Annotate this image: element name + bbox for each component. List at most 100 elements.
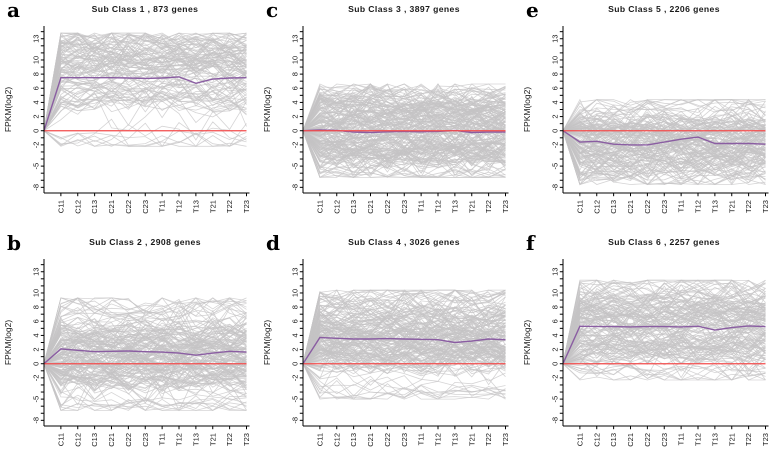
y-tick-label: 10 <box>551 289 560 297</box>
x-tick-label: C11 <box>575 200 584 213</box>
x-tick-label: T22 <box>225 433 234 446</box>
y-tick-label: 0 <box>291 362 300 366</box>
x-tick-label: C23 <box>400 433 409 447</box>
y-tick-labels: 13 10 8 6 4 2 0 -2 -5 -8 <box>32 268 41 424</box>
x-tick-labels: C11 C12 C13 C21 C22 C23 T11 T12 T13 T21 T22 T23 <box>575 200 770 214</box>
x-tick-label: T22 <box>744 200 753 213</box>
plot-subclass-6: 13 10 8 6 4 2 0 -2 -5 -8 C11 C12 C13 C21 C22 C23 T11 T12 T… <box>522 259 770 447</box>
x-tick-label: T23 <box>501 433 510 446</box>
y-tick-label: -5 <box>32 163 41 170</box>
y-tick-label: -8 <box>291 184 300 191</box>
y-tick-label: 10 <box>551 56 560 64</box>
y-tick-label: -2 <box>551 142 560 149</box>
y-tick-label: -8 <box>32 184 41 191</box>
x-tick-label: C21 <box>626 433 635 447</box>
panel-letter-b: b <box>7 231 21 255</box>
y-axis-label: FPKM(log2) <box>262 320 272 366</box>
x-tick-label: C13 <box>349 433 358 447</box>
x-tick-label: T12 <box>434 433 443 446</box>
panel-title-subclass-3: Sub Class 3 , 3897 genes <box>348 4 460 14</box>
panel-title-subclass-4: Sub Class 4 , 3026 genes <box>348 237 460 247</box>
x-tick-label: C11 <box>56 200 65 213</box>
x-tick-label: T13 <box>450 200 459 213</box>
x-tick-label: T22 <box>484 200 493 213</box>
y-tick-label: 8 <box>291 72 300 76</box>
y-axis-label: FPKM(log2) <box>3 320 13 366</box>
y-tick-label: 10 <box>291 289 300 297</box>
x-tick-labels: C11 C12 C13 C21 C22 C23 T11 T12 T13 T21 T22 T23 <box>315 433 510 447</box>
mean-expression-line <box>562 130 766 146</box>
axes <box>559 259 769 430</box>
y-tick-label: 8 <box>32 72 41 76</box>
panel-e: e Sub Class 5 , 2206 genes 13 10 8 6 4 2 0 -2 -5… <box>519 0 778 233</box>
x-tick-label: T12 <box>175 433 184 446</box>
panel-a: a Sub Class 1 , 873 genes 13 10 8 6 4 2 0 -2 -5 -… <box>0 0 259 233</box>
panel-f: f Sub Class 6 , 2257 genes 13 10 8 6 4 2 0 -2 -5… <box>519 231 778 466</box>
x-tick-label: T23 <box>501 200 510 213</box>
y-tick-label: 8 <box>291 305 300 309</box>
y-tick-label: 4 <box>291 100 300 104</box>
y-tick-label: -2 <box>32 142 41 149</box>
axes <box>40 259 250 430</box>
y-tick-labels: 13 10 8 6 4 2 0 -2 -5 -8 <box>291 35 300 191</box>
y-tick-label: 10 <box>291 56 300 64</box>
x-tick-label: T13 <box>191 433 200 446</box>
y-tick-label: 8 <box>32 305 41 309</box>
x-tick-label: C22 <box>643 433 652 447</box>
gene-lines <box>562 98 766 186</box>
x-tick-label: C23 <box>660 200 669 214</box>
y-tick-label: 6 <box>551 86 560 90</box>
x-tick-label: C13 <box>90 433 99 447</box>
x-tick-label: T21 <box>208 433 217 446</box>
x-tick-label: C22 <box>643 200 652 214</box>
x-tick-label: T13 <box>450 433 459 446</box>
y-tick-label: -2 <box>291 142 300 149</box>
y-tick-label: 13 <box>32 35 41 43</box>
y-tick-label: 2 <box>551 114 560 118</box>
x-tick-label: C23 <box>400 200 409 214</box>
x-tick-label: C12 <box>592 200 601 214</box>
plot-subclass-4: 13 10 8 6 4 2 0 -2 -5 -8 C11 C12 C13 C21 C22 C23 T11 T12 T… <box>262 259 510 447</box>
mean-expression-line <box>562 325 766 364</box>
y-tick-label: 0 <box>32 129 41 133</box>
panel-title-subclass-1: Sub Class 1 , 873 genes <box>91 4 199 14</box>
y-tick-label: -5 <box>551 396 560 403</box>
y-tick-label: 2 <box>32 347 41 351</box>
x-tick-label: T22 <box>484 433 493 446</box>
y-tick-label: 6 <box>551 319 560 323</box>
x-tick-label: C21 <box>366 200 375 214</box>
y-tick-label: 8 <box>551 305 560 309</box>
x-tick-label: C22 <box>124 200 133 214</box>
x-tick-label: T21 <box>727 200 736 213</box>
panel-letter-f: f <box>526 231 535 255</box>
y-tick-label: -8 <box>551 417 560 424</box>
y-tick-label: -5 <box>32 396 41 403</box>
x-tick-label: C13 <box>90 200 99 214</box>
y-axis-label: FPKM(log2) <box>522 320 532 366</box>
x-tick-label: T11 <box>417 433 426 445</box>
plot-subclass-5: 13 10 8 6 4 2 0 -2 -5 -8 C11 C12 C13 C21 C22 C23 T11 T12 T… <box>522 26 770 214</box>
x-tick-label: T11 <box>677 200 686 212</box>
x-tick-label: T12 <box>434 200 443 213</box>
x-tick-labels: C11 C12 C13 C21 C22 C23 T11 T12 T13 T21 T22 T23 <box>56 200 251 214</box>
x-tick-label: C13 <box>609 433 618 447</box>
y-tick-label: 10 <box>32 289 41 297</box>
y-tick-label: 4 <box>291 333 300 337</box>
panel-letter-c: c <box>266 0 279 22</box>
x-tick-label: C22 <box>383 200 392 214</box>
x-tick-label: T21 <box>467 200 476 213</box>
y-tick-label: -8 <box>32 417 41 424</box>
y-tick-label: 4 <box>32 333 41 337</box>
x-tick-label: T13 <box>710 433 719 446</box>
y-tick-label: -5 <box>551 163 560 170</box>
x-tick-label: C11 <box>575 433 584 446</box>
x-tick-label: T22 <box>225 200 234 213</box>
gene-lines <box>43 297 247 412</box>
y-tick-label: 13 <box>291 268 300 276</box>
y-tick-label: 6 <box>291 86 300 90</box>
x-tick-label: C12 <box>332 200 341 214</box>
panel-title-subclass-5: Sub Class 5 , 2206 genes <box>608 4 720 14</box>
x-tick-label: C22 <box>383 433 392 447</box>
panel-letter-a: a <box>7 0 20 22</box>
